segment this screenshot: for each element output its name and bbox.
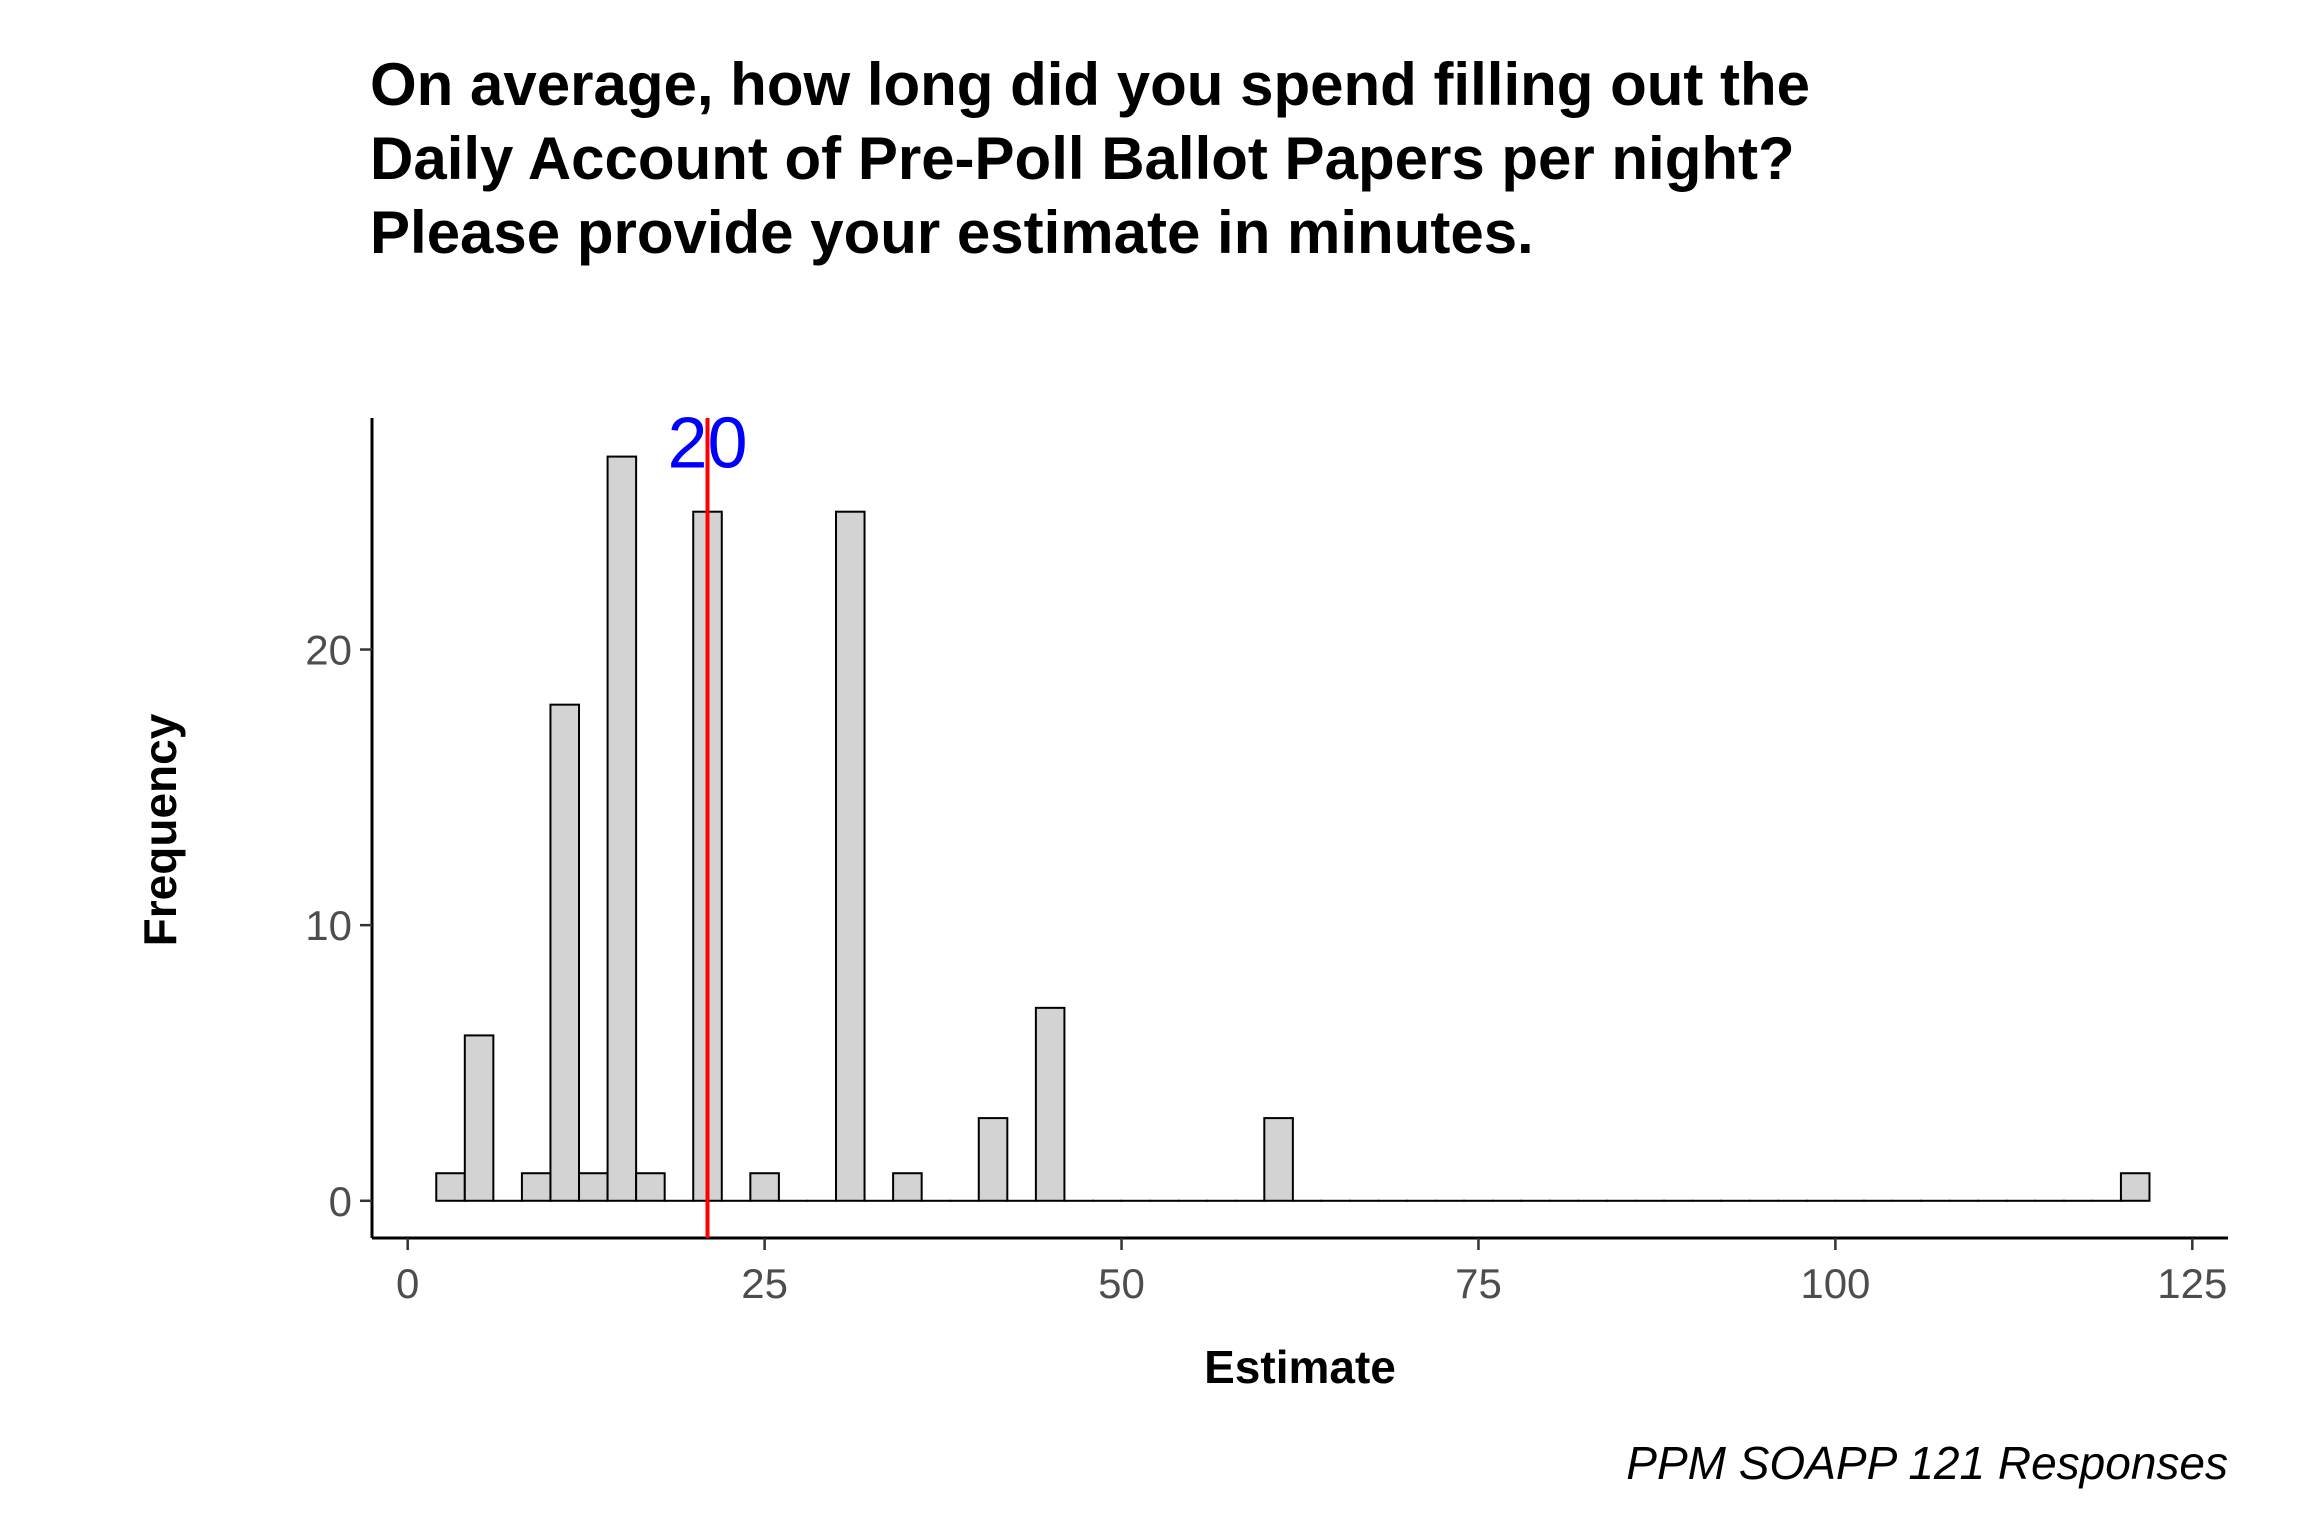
histogram-bar bbox=[549, 703, 581, 1202]
histogram-bar bbox=[2119, 1172, 2151, 1202]
y-tick-label: 20 bbox=[305, 627, 352, 674]
chart-title: On average, how long did you spend filli… bbox=[370, 48, 2170, 270]
histogram-bar bbox=[606, 455, 638, 1202]
ticks-layer: 0 25 50 75 100 125 0 10 20 bbox=[305, 627, 2227, 1307]
reference-line-label: 20 bbox=[667, 404, 747, 484]
y-tick-label: 0 bbox=[329, 1178, 352, 1225]
histogram-bar bbox=[977, 1117, 1009, 1202]
bars-layer bbox=[435, 455, 2151, 1202]
caption: PPM SOAPP 121 Responses bbox=[1626, 1437, 2228, 1489]
x-tick-label: 25 bbox=[741, 1260, 788, 1307]
x-axis-title: Estimate bbox=[1204, 1341, 1396, 1393]
chart-title-line-2: Daily Account of Pre-Poll Ballot Papers … bbox=[370, 125, 1795, 192]
x-tick-label: 100 bbox=[1800, 1260, 1870, 1307]
x-tick-label: 50 bbox=[1098, 1260, 1145, 1307]
x-tick-label: 75 bbox=[1455, 1260, 1502, 1307]
chart-title-line-1: On average, how long did you spend filli… bbox=[370, 51, 1811, 118]
histogram-bar bbox=[1034, 1006, 1066, 1202]
histogram-bar bbox=[1263, 1117, 1294, 1202]
histogram-bar bbox=[578, 1172, 609, 1202]
histogram-bar bbox=[463, 1034, 495, 1202]
histogram-bar bbox=[835, 510, 866, 1202]
chart-title-line-3: Please provide your estimate in minutes. bbox=[370, 199, 1534, 266]
x-tick-label: 125 bbox=[2157, 1260, 2227, 1307]
x-tick-label: 0 bbox=[396, 1260, 419, 1307]
histogram-bar bbox=[635, 1172, 666, 1202]
histogram-bar bbox=[435, 1172, 466, 1202]
reference-line-layer: 20 bbox=[667, 404, 748, 1238]
histogram-bar bbox=[892, 1172, 923, 1202]
y-tick-label: 10 bbox=[305, 902, 352, 949]
histogram-bar bbox=[749, 1172, 780, 1202]
y-axis-title: Frequency bbox=[134, 713, 186, 946]
histogram-bar bbox=[520, 1172, 552, 1202]
axes-layer bbox=[370, 418, 2228, 1240]
